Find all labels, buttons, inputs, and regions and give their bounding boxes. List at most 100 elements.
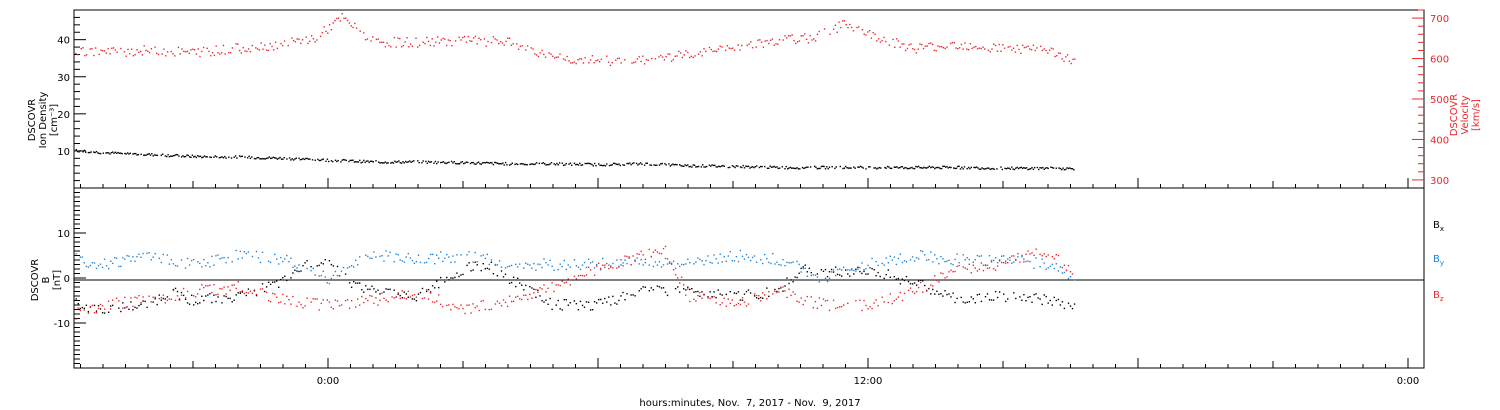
bx-point [209, 293, 211, 295]
bx-point [683, 288, 685, 290]
density-point [1019, 167, 1021, 169]
velocity-point [321, 32, 324, 34]
velocity-point [283, 40, 286, 42]
bz-point [373, 302, 375, 305]
bz-point [442, 305, 444, 308]
by-point [261, 251, 264, 253]
by-point [431, 253, 434, 256]
density-point [367, 160, 369, 162]
density-point [1061, 168, 1063, 171]
by-point [626, 262, 628, 265]
velocity-ylabel-line2: Velocity [1460, 95, 1471, 134]
by-point [411, 259, 414, 262]
bz-point [867, 308, 869, 310]
velocity-point [390, 46, 392, 48]
by-point [148, 252, 150, 254]
bx-point [1049, 299, 1051, 302]
by-point [1055, 263, 1057, 265]
by-point [300, 270, 302, 272]
density-point [336, 160, 338, 163]
velocity-ylabel-line3: [km/s] [1471, 99, 1482, 131]
by-point [314, 274, 316, 276]
by-point [729, 251, 731, 253]
velocity-point [550, 53, 552, 55]
bz-point [648, 248, 650, 251]
density-point [670, 164, 673, 166]
velocity-point [400, 46, 403, 48]
density-point [461, 161, 464, 163]
by-point [288, 261, 290, 263]
bz-point [579, 274, 582, 277]
by-point [950, 263, 952, 265]
by-point [541, 266, 543, 269]
bz-point [936, 279, 938, 282]
by-point [737, 260, 740, 263]
bz-point [713, 295, 715, 298]
velocity-point [129, 53, 131, 55]
bx-point [223, 295, 225, 297]
velocity-point [640, 60, 642, 63]
by-point [753, 255, 756, 257]
bx-point [980, 300, 983, 303]
bz-point [91, 304, 94, 307]
bz-point [577, 275, 580, 277]
density-point [729, 166, 731, 169]
bx-point [996, 296, 999, 299]
velocity-point [372, 36, 374, 38]
velocity-point [474, 35, 477, 38]
by-point [294, 265, 296, 267]
velocity-point [805, 38, 808, 40]
bz-point [922, 291, 924, 293]
bz-point [537, 291, 539, 293]
bz-point [381, 292, 383, 294]
bx-point [792, 281, 794, 283]
bx-point [749, 292, 752, 294]
velocity-point [460, 39, 462, 41]
by-point [452, 255, 454, 257]
bx-point [587, 301, 590, 303]
bx-point [134, 306, 136, 309]
velocity-point [861, 29, 864, 31]
bz-point [162, 294, 164, 296]
bx-point [849, 275, 851, 277]
bz-point [839, 306, 841, 308]
velocity-point [618, 57, 621, 59]
velocity-point [157, 53, 160, 56]
bz-point [221, 288, 223, 290]
by-point [824, 277, 827, 279]
by-point [1035, 257, 1037, 259]
bx-point [743, 293, 746, 295]
velocity-point [562, 58, 565, 60]
by-point [539, 263, 541, 266]
bx-point [928, 287, 930, 290]
density-point [459, 163, 461, 165]
by-point [480, 255, 482, 257]
bx-point [468, 262, 470, 264]
velocity-point [127, 48, 129, 51]
bz-point [715, 302, 717, 304]
velocity-point [393, 36, 396, 39]
bx-point [853, 273, 855, 275]
by-point [415, 260, 418, 263]
velocity-point [588, 62, 590, 64]
bz-point [944, 277, 946, 279]
b-ylabel-line3: [nT] [52, 270, 63, 290]
velocity-point [971, 47, 973, 50]
velocity-point [177, 46, 180, 49]
density-point [831, 166, 833, 168]
bz-point [543, 284, 545, 286]
density-point [361, 161, 364, 163]
velocity-point [1034, 49, 1036, 52]
velocity-point [138, 51, 140, 54]
by-point [681, 263, 683, 266]
bz-point [806, 295, 808, 298]
by-point [747, 256, 750, 259]
bz-point [660, 253, 663, 255]
bx-point [796, 276, 798, 279]
by-point [875, 260, 877, 263]
bz-point [662, 247, 665, 250]
density-point [506, 164, 508, 166]
velocity-point [901, 43, 903, 45]
bz-point [758, 295, 760, 297]
bx-point [292, 272, 294, 274]
